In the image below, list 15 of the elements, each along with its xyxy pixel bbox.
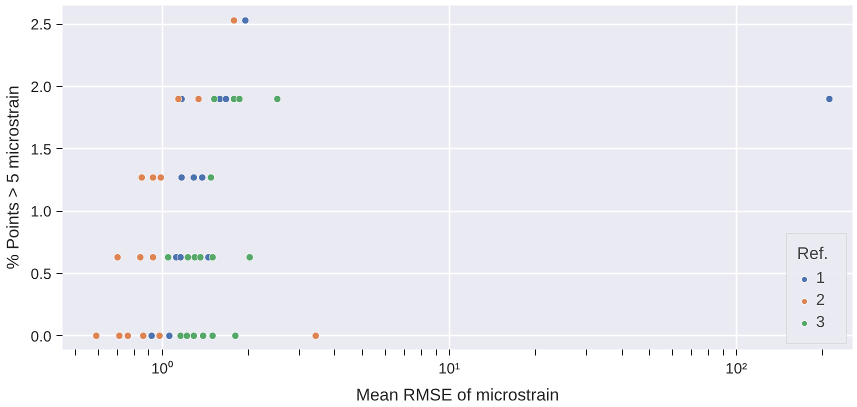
legend-title: Ref.	[797, 244, 830, 264]
legend-label: 3	[816, 314, 826, 332]
y-axis-title: % Points > 5 microstrain	[4, 86, 23, 270]
y-tick-label: 1.5	[30, 141, 52, 158]
y-tick-label: 0.5	[30, 266, 52, 283]
y-tick-label: 2.5	[30, 16, 52, 34]
x-tick-label: 10¹	[438, 360, 460, 378]
x-tick-label: 10⁰	[151, 360, 173, 378]
y-tick-label: 0.0	[30, 328, 52, 346]
y-tick-label: 2.0	[30, 79, 52, 96]
x-axis-title: Mean RMSE of microstrain	[356, 386, 560, 404]
legend-label: 1	[816, 270, 826, 288]
legend-label: 2	[816, 292, 826, 310]
y-tick-label: 1.0	[30, 204, 52, 221]
x-tick-label: 10²	[725, 360, 748, 378]
